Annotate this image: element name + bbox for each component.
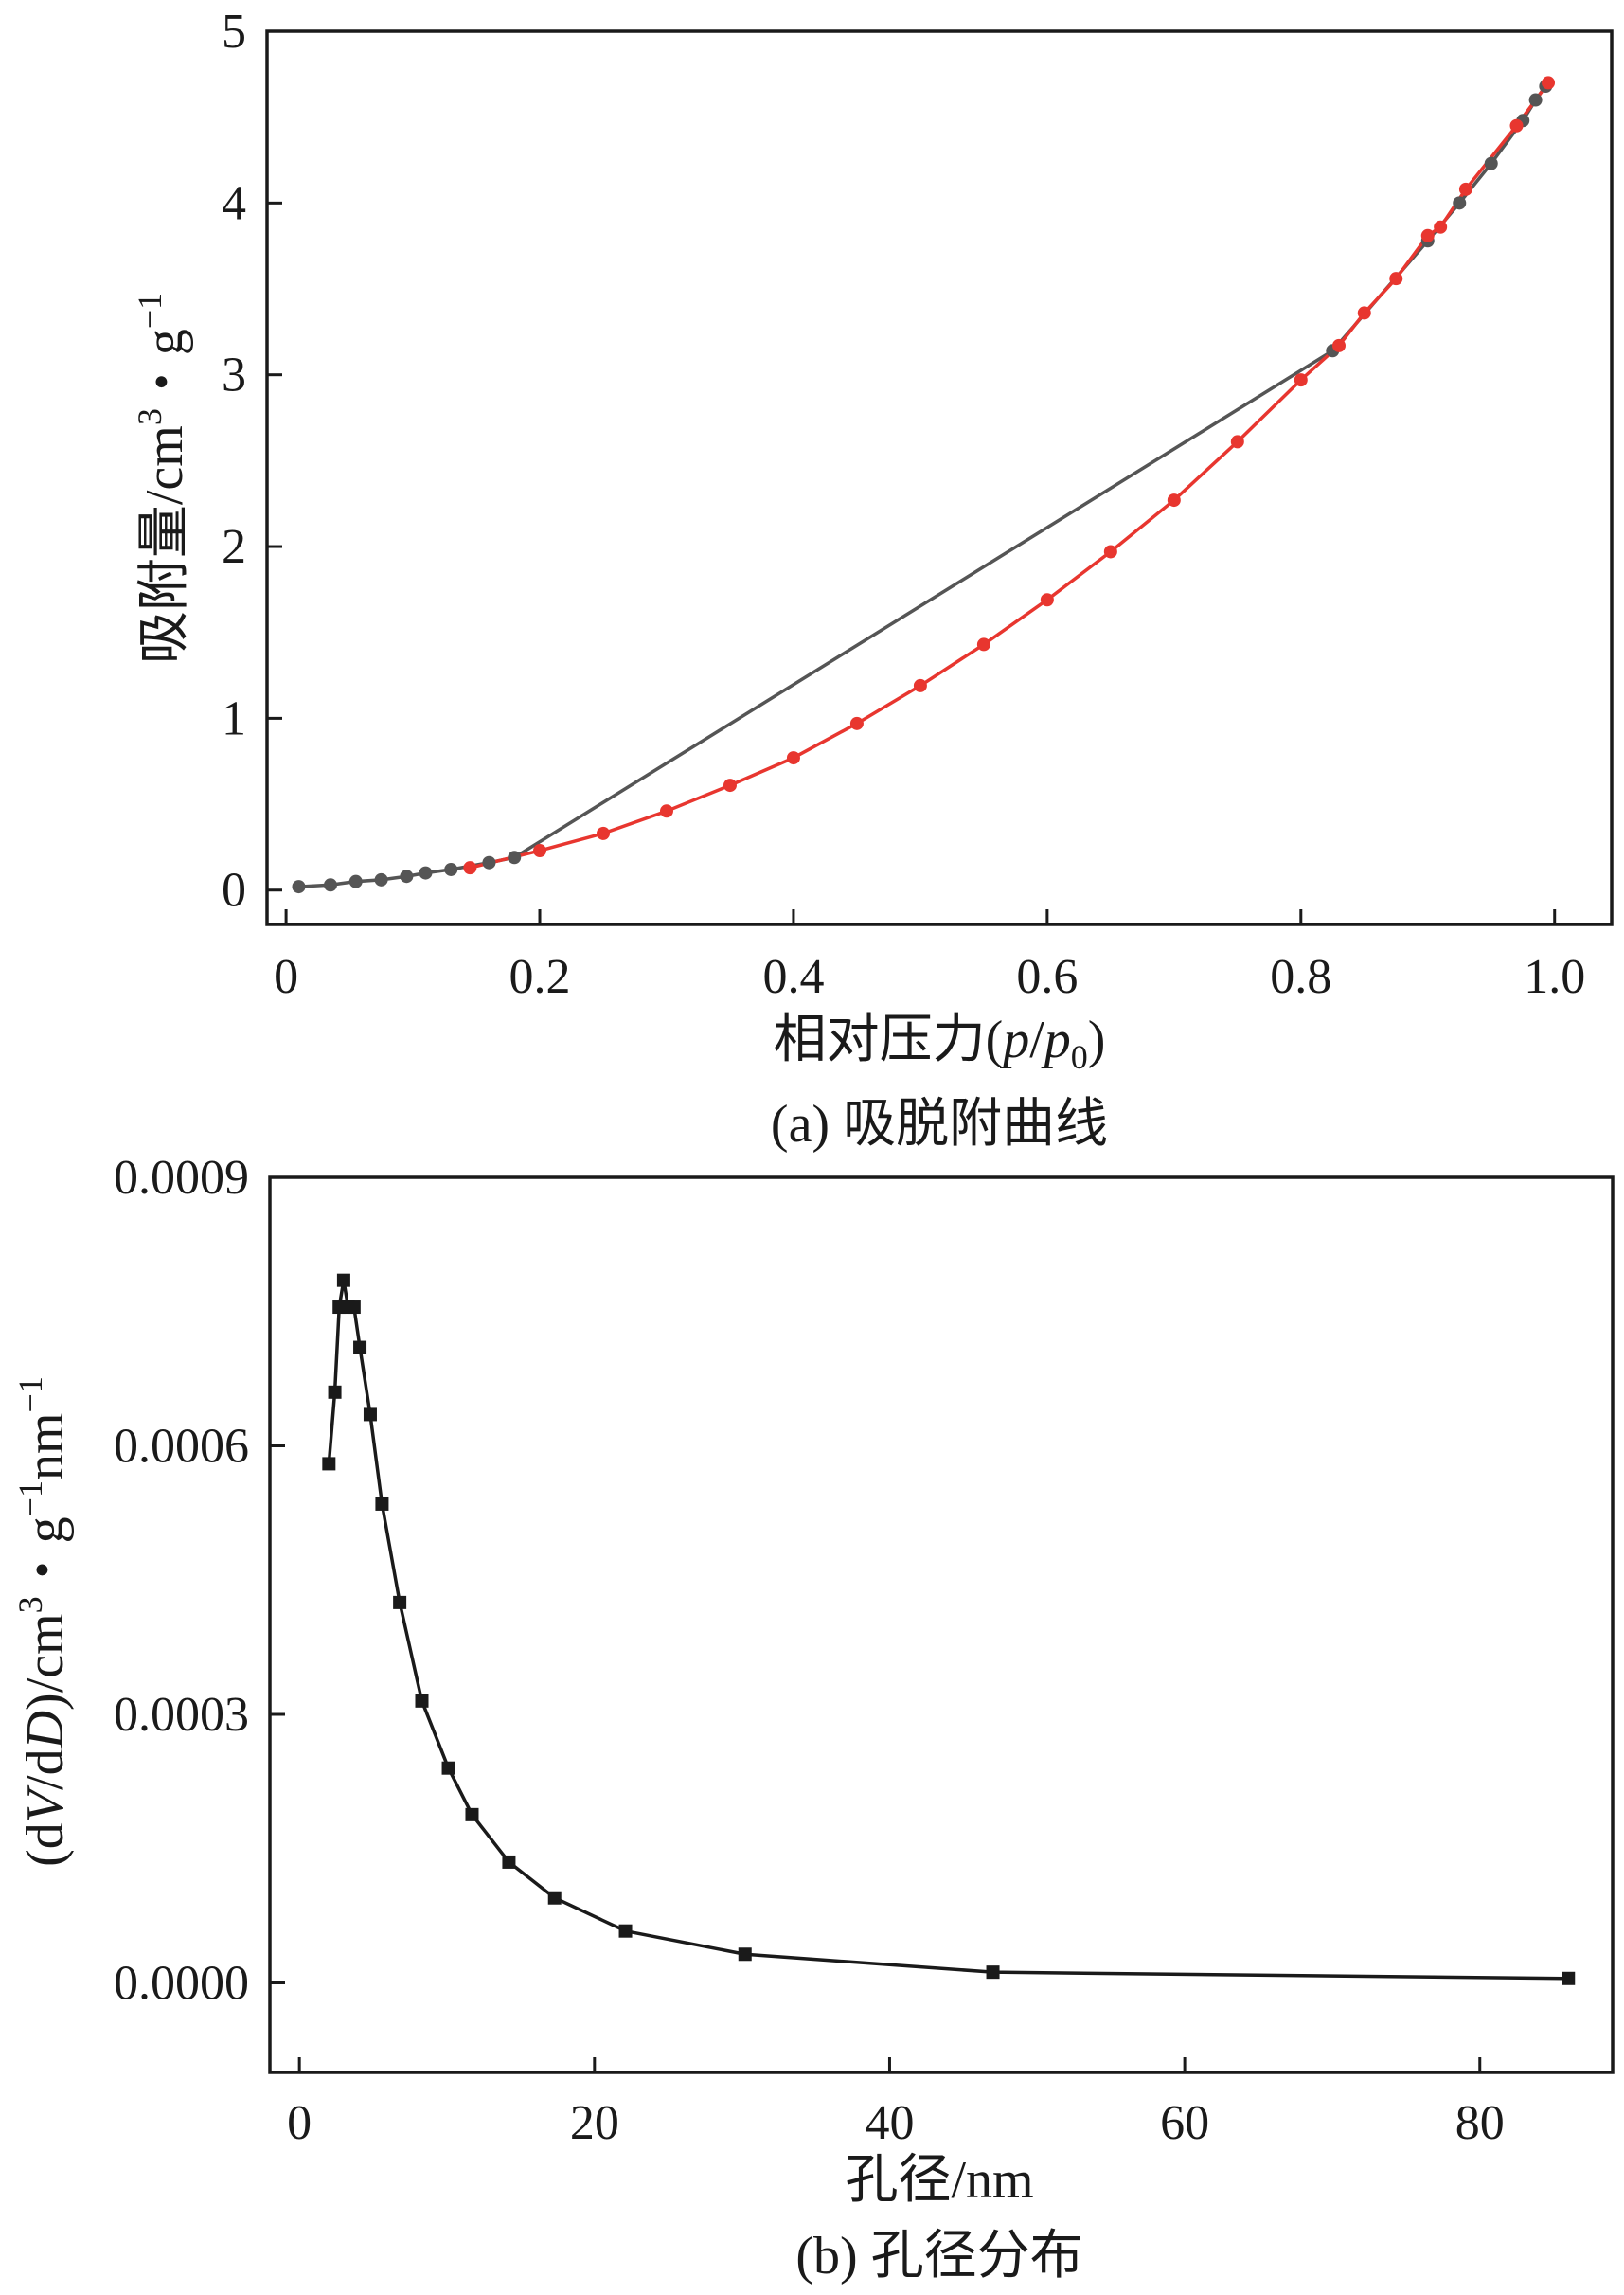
data-point (1484, 156, 1498, 170)
data-point (322, 1457, 336, 1471)
data-point (1103, 545, 1117, 559)
data-point (353, 1340, 367, 1354)
y-tick-label: 0.0006 (114, 1420, 249, 1474)
data-point (347, 1300, 361, 1315)
y-tick-label: 3 (222, 349, 246, 403)
data-point (336, 1273, 350, 1287)
data-point (1357, 306, 1371, 320)
data-point (415, 1694, 429, 1708)
data-point (393, 1595, 407, 1609)
data-point (465, 1807, 479, 1821)
x-tick-label: 0.8 (1270, 950, 1331, 1004)
data-point (419, 866, 433, 880)
y-axis-title-a: 吸附量/cm3・g−1 (131, 293, 194, 664)
x-axis-title-a: 相对压力(p/p0) (774, 1011, 1106, 1076)
x-tick-label: 80 (1455, 2096, 1505, 2150)
x-tick-label: 0.2 (509, 950, 571, 1004)
data-point (1040, 593, 1054, 607)
y-tick-label: 0 (222, 864, 246, 918)
data-point (1420, 228, 1435, 242)
data-point (1562, 1971, 1576, 1985)
data-point (463, 861, 477, 875)
data-point (659, 804, 673, 818)
data-point (400, 870, 414, 884)
series-line (298, 84, 1547, 888)
plot-frame-a (265, 29, 1614, 926)
x-tick-label: 0.4 (762, 950, 824, 1004)
x-axis-title-b: 孔径/nm (845, 2151, 1033, 2210)
data-point (986, 1965, 1000, 1980)
data-point (502, 1855, 516, 1869)
data-point (547, 1891, 562, 1905)
data-point (1458, 182, 1472, 196)
y-tick-label: 5 (222, 5, 246, 59)
series-line (469, 81, 1550, 870)
data-point (508, 851, 522, 865)
data-point (292, 880, 306, 894)
data-point (1434, 220, 1448, 234)
series-lines-b (327, 1278, 1569, 1981)
x-tick-label: 0 (274, 950, 298, 1004)
data-point (723, 779, 737, 793)
data-point (482, 855, 496, 870)
data-point (1542, 76, 1556, 90)
data-point (597, 826, 610, 840)
data-point (1167, 493, 1181, 508)
x-tick-label: 40 (865, 2096, 914, 2150)
data-point (1294, 373, 1308, 387)
data-point (1230, 435, 1244, 449)
x-tick-label: 0.6 (1016, 950, 1078, 1004)
data-point (618, 1924, 633, 1938)
y-tick-label: 1 (222, 691, 246, 745)
y-tick-label: 2 (222, 520, 246, 574)
tick-group-b: 0 20 40 60 80 0.0000 0.0003 0.0006 0.0009 (114, 1151, 1505, 2150)
adsorption-chart: 0 0.2 0.4 0.6 0.8 1.0 0 1 2 3 4 5 相对压力(p/p0) 吸附量/cm… (131, 5, 1614, 1154)
x-tick-label: 1.0 (1524, 950, 1585, 1004)
data-point (363, 1407, 377, 1422)
series-line (327, 1278, 1569, 1981)
y-tick-label: 0.0009 (114, 1151, 249, 1205)
y-axis-title-b: (dV/dD)/cm3・g−1nm−1 (11, 1376, 75, 1867)
data-point (1331, 338, 1346, 352)
data-point (441, 1761, 455, 1775)
data-point (1509, 118, 1524, 133)
plot-frame-b (268, 1175, 1615, 2074)
data-point (913, 678, 927, 692)
data-point (976, 637, 990, 652)
data-point (328, 1385, 342, 1399)
data-point (444, 862, 458, 876)
y-tick-label: 0.0003 (114, 1688, 249, 1742)
tick-group-a: 0 0.2 0.4 0.6 0.8 1.0 0 1 2 3 4 5 (222, 5, 1585, 1004)
data-point (1389, 272, 1403, 286)
y-tick-label: 4 (222, 176, 246, 230)
data-point (533, 844, 547, 858)
caption-b: (b) 孔径分布 (795, 2227, 1082, 2286)
x-tick-label: 0 (287, 2096, 312, 2150)
caption-a: (a) 吸脱附曲线 (771, 1095, 1108, 1154)
data-point (738, 1947, 752, 1962)
data-point (786, 751, 800, 765)
series-points-b (322, 1273, 1576, 1985)
series-lines-a (298, 81, 1550, 888)
data-point (348, 874, 363, 888)
data-point (1453, 196, 1467, 210)
x-tick-label: 20 (570, 2096, 619, 2150)
y-tick-label: 0.0000 (114, 1957, 249, 2011)
data-point (849, 716, 864, 730)
x-tick-label: 60 (1160, 2096, 1209, 2150)
data-point (323, 878, 337, 892)
data-point (1528, 93, 1543, 107)
data-point (375, 1497, 389, 1511)
data-point (374, 872, 388, 887)
series-points-a (292, 76, 1556, 894)
